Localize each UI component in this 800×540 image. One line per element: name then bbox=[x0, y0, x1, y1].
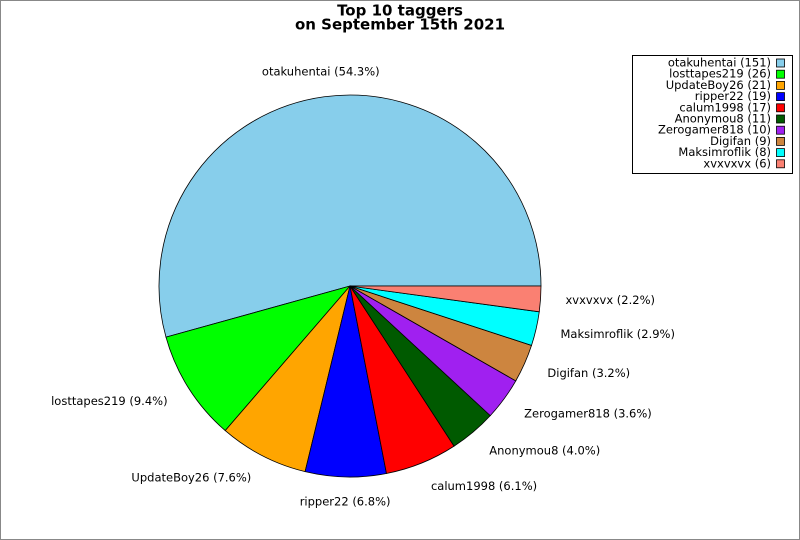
legend-label: Maksimroflik (8) bbox=[678, 145, 771, 159]
legend-swatch bbox=[776, 114, 785, 124]
slice-label: Maksimroflik (2.9%) bbox=[561, 327, 675, 341]
legend-swatch bbox=[776, 159, 785, 169]
chart-title: Top 10 taggers bbox=[337, 2, 463, 20]
slice-label: otakuhentai (54.3%) bbox=[262, 64, 380, 78]
slice-label: UpdateBoy26 (7.6%) bbox=[131, 471, 251, 485]
slice-label: losttapes219 (9.4%) bbox=[51, 394, 167, 408]
legend-label: losttapes219 (26) bbox=[669, 67, 771, 81]
slice-label: xvxvxvx (2.2%) bbox=[566, 293, 655, 307]
pie-slice bbox=[349, 285, 542, 313]
legend-label: calum1998 (17) bbox=[679, 100, 771, 114]
legend-label: ripper22 (19) bbox=[695, 89, 771, 103]
legend-swatch bbox=[776, 92, 785, 101]
legend-swatch bbox=[776, 125, 785, 135]
legend-swatch bbox=[776, 103, 785, 113]
legend-label: xvxvxvx (6) bbox=[703, 156, 771, 170]
legend-swatch bbox=[776, 58, 785, 68]
legend-swatch bbox=[776, 148, 785, 158]
legend-label: Zerogamer818 (10) bbox=[658, 123, 771, 137]
legend-label: Digifan (9) bbox=[710, 134, 771, 148]
legend-label: otakuhentai (151) bbox=[668, 56, 771, 70]
slice-label: ripper22 (6.8%) bbox=[300, 494, 391, 508]
legend-label: UpdateBoy26 (21) bbox=[666, 78, 771, 92]
legend-swatch bbox=[776, 136, 785, 146]
slice-label: Anonymou8 (4.0%) bbox=[489, 444, 600, 458]
legend-label: Anonymou8 (11) bbox=[675, 112, 771, 126]
pie-slice bbox=[158, 94, 542, 338]
chart-subtitle: on September 15th 2021 bbox=[295, 16, 505, 34]
pie-slice bbox=[165, 285, 352, 432]
slice-label: Zerogamer818 (3.6%) bbox=[524, 406, 652, 420]
legend-swatch bbox=[776, 69, 785, 79]
slice-label: calum1998 (6.1%) bbox=[431, 479, 537, 493]
legend-swatch bbox=[776, 81, 785, 90]
slice-label: Digifan (3.2%) bbox=[547, 366, 630, 380]
legend-box bbox=[632, 55, 793, 174]
